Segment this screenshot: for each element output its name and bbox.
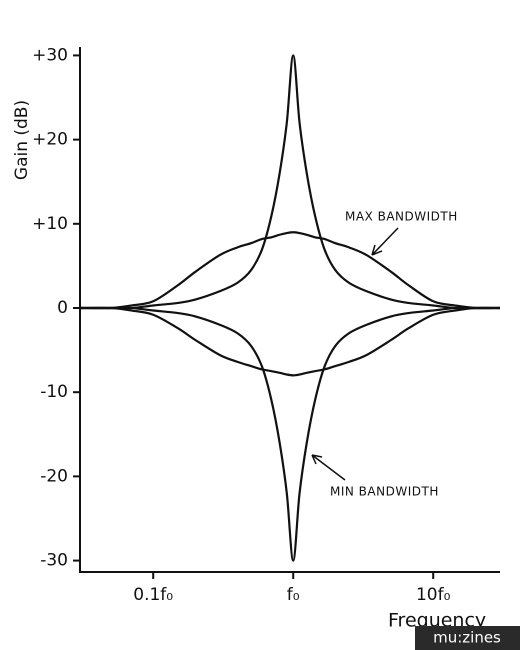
y-tick-label: +30 (32, 45, 68, 65)
y-tick-label: 0 (57, 298, 68, 318)
y-tick-label: -30 (40, 551, 68, 571)
y-tick-label: +20 (32, 130, 68, 150)
annotation-arrow (311, 454, 346, 481)
curve (79, 54, 500, 310)
y-tick-label: -10 (40, 382, 68, 402)
x-tick-label: f₀ (287, 585, 300, 605)
y-axis-label: Gain (dB) (12, 100, 32, 180)
watermark: mu:zines (433, 629, 501, 647)
y-tick-label: -20 (40, 466, 68, 486)
y-tick-label: +10 (32, 214, 68, 234)
annotation: MAX BANDWIDTH (345, 210, 458, 224)
x-tick-label: 0.1f₀ (133, 585, 173, 605)
x-tick-label: 10f₀ (416, 585, 451, 605)
axis-line (79, 47, 500, 573)
curve (79, 306, 501, 377)
watermark-box (415, 626, 520, 650)
annotation-arrow (371, 227, 399, 256)
annotation: MIN BANDWIDTH (330, 485, 439, 499)
curve (79, 306, 500, 562)
curve (79, 231, 501, 310)
